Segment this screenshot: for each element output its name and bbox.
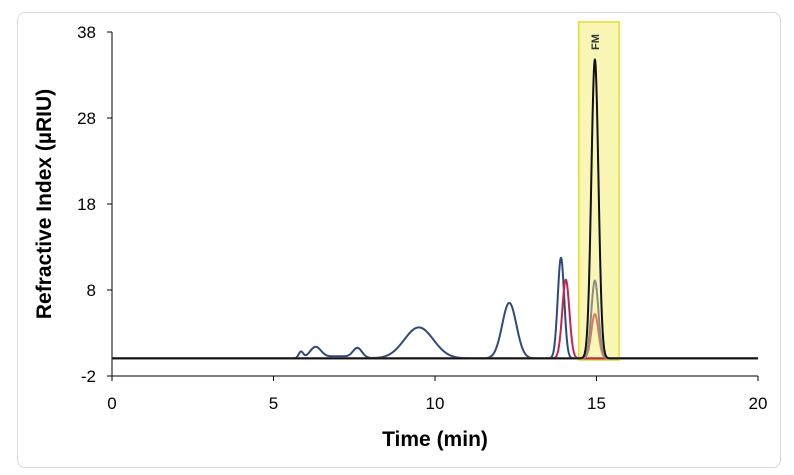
series-line-1 <box>111 256 759 360</box>
series-layer <box>111 58 759 360</box>
series-line-4 <box>111 279 759 360</box>
series-line-3 <box>111 313 759 360</box>
x-axis-title: Time (min) <box>382 428 488 451</box>
chart-card <box>17 12 781 468</box>
ticks-layer: 0 5 10 15 20 -2 8 18 28 38 <box>77 23 767 413</box>
series-line-5 <box>111 58 759 360</box>
axes-layer <box>111 32 758 377</box>
y-tick-label: 18 <box>77 195 96 214</box>
y-tick-label: 28 <box>77 109 96 128</box>
x-tick-label: 5 <box>269 394 278 413</box>
fm-label: FM <box>590 34 602 50</box>
series-line-2 <box>111 278 759 360</box>
y-axis-title: Refractive Index (µRIU) <box>33 89 56 319</box>
y-tick-label: -2 <box>81 367 96 386</box>
y-tick-label: 38 <box>77 23 96 42</box>
x-tick-label: 20 <box>749 394 768 413</box>
x-tick-label: 15 <box>587 394 606 413</box>
x-tick-label: 0 <box>107 394 116 413</box>
x-tick-label: 10 <box>426 394 445 413</box>
y-tick-label: 8 <box>87 281 96 300</box>
